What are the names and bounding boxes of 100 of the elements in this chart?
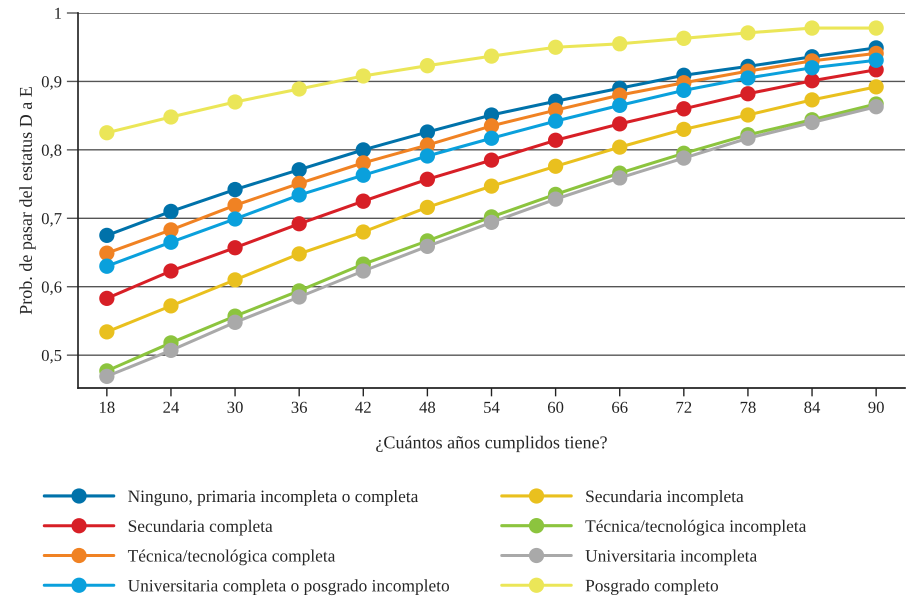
point [227, 182, 243, 198]
point [548, 158, 564, 174]
legend-label: Universitaria completa o posgrado incompleto [128, 579, 450, 596]
point [292, 289, 307, 305]
point [804, 73, 820, 88]
point [868, 79, 884, 95]
point [99, 246, 114, 261]
x-tick-label: 78 [740, 402, 756, 413]
point [612, 139, 628, 155]
legend-label: Universitaria incompleta [585, 550, 757, 566]
point [548, 113, 564, 129]
x-tick-label: 48 [419, 402, 436, 413]
y-tick-label: 0,9 [42, 76, 62, 90]
point [420, 58, 436, 74]
point [868, 99, 884, 114]
point [356, 224, 371, 240]
point [484, 130, 500, 146]
point [227, 314, 243, 330]
x-tick-label: 30 [228, 402, 243, 413]
point [548, 40, 564, 55]
x-tick-label: 90 [868, 402, 884, 413]
point [740, 86, 756, 102]
point [804, 114, 820, 130]
point [484, 214, 500, 230]
point [356, 168, 371, 183]
point [612, 116, 628, 132]
legend-label: Técnica/tecnológica completa [128, 549, 336, 566]
point [356, 263, 371, 279]
x-tick-label: 24 [163, 402, 180, 413]
point [804, 60, 820, 76]
x-tick-label: 66 [612, 402, 628, 413]
point [420, 124, 436, 140]
point [420, 172, 436, 187]
point [227, 272, 243, 288]
point [292, 246, 307, 262]
point [548, 132, 564, 148]
y-tick-label: 1 [55, 8, 62, 19]
x-tick-label: 72 [676, 402, 692, 413]
point [740, 130, 756, 146]
point [227, 198, 243, 213]
point [292, 216, 307, 232]
point [676, 101, 692, 116]
point [548, 191, 564, 207]
point [227, 94, 243, 110]
x-tick-label: 42 [355, 402, 371, 413]
point [163, 109, 179, 125]
point [99, 368, 114, 384]
point [740, 70, 756, 86]
point [676, 150, 692, 166]
point [99, 125, 114, 140]
point [484, 178, 500, 194]
legend-label: Secundaria incompleta [586, 490, 744, 506]
point [292, 187, 307, 203]
legend-label: Posgrado completo [586, 579, 718, 596]
point [612, 36, 628, 52]
y-tick-label: 0,5 [42, 350, 62, 364]
point [420, 238, 436, 254]
point [868, 52, 884, 68]
point [868, 20, 884, 36]
point [676, 30, 692, 46]
y-tick-label: 0,8 [42, 144, 62, 158]
y-tick-label: 0,6 [42, 281, 62, 296]
point [292, 81, 307, 97]
legend-label: Secundaria completa [128, 520, 272, 536]
point [163, 342, 179, 358]
point [292, 162, 307, 178]
x-tick-label: 18 [100, 402, 115, 413]
legend-label: Técnica/tecnológica incompleta [585, 520, 806, 536]
x-tick-label: 54 [484, 402, 500, 413]
point [99, 290, 114, 306]
point [676, 82, 692, 98]
x-tick-label: 36 [292, 402, 308, 413]
point [163, 298, 179, 314]
point [740, 107, 756, 123]
point [420, 200, 436, 215]
point [227, 240, 243, 256]
point [356, 194, 371, 209]
point [612, 98, 628, 114]
y-axis-title: Prob. de pasar del estatus D a E [19, 87, 36, 314]
point [484, 152, 500, 168]
point [740, 25, 756, 40]
point [356, 142, 371, 158]
point [163, 263, 179, 279]
point [163, 234, 179, 250]
point [484, 48, 500, 64]
point [227, 211, 243, 227]
point [676, 122, 692, 137]
point [99, 228, 114, 244]
point [804, 20, 820, 36]
x-tick-label: 60 [548, 402, 564, 413]
x-axis-title: ¿Cuántos años cumplidos tiene? [376, 436, 607, 452]
point [612, 170, 628, 186]
point [163, 204, 179, 220]
point [420, 148, 436, 164]
point [356, 68, 371, 84]
legend-label: Ninguno, primaria incompleta o completa [128, 490, 418, 506]
point [99, 324, 114, 340]
y-tick-label: 0,7 [42, 212, 62, 227]
point [99, 258, 114, 274]
point [804, 92, 820, 108]
